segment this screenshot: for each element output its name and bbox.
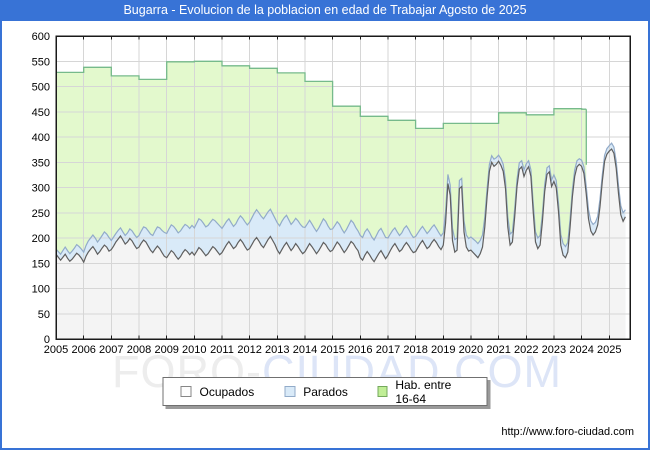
- svg-text:2022: 2022: [514, 344, 538, 356]
- svg-text:2023: 2023: [542, 344, 566, 356]
- svg-text:50: 50: [38, 309, 50, 321]
- ocupados-swatch-icon: [180, 386, 192, 397]
- svg-text:350: 350: [32, 157, 50, 169]
- svg-text:300: 300: [32, 183, 50, 195]
- svg-text:2018: 2018: [403, 344, 427, 356]
- svg-text:2020: 2020: [459, 344, 483, 356]
- svg-text:2015: 2015: [320, 344, 344, 356]
- legend-item-hab: Hab. entre 16-64: [377, 377, 470, 406]
- svg-text:2025: 2025: [597, 344, 621, 356]
- legend-item-ocupados: Ocupados: [180, 384, 255, 399]
- legend-label-hab: Hab. entre 16-64: [395, 377, 452, 406]
- svg-text:250: 250: [32, 208, 50, 220]
- svg-text:2014: 2014: [293, 344, 317, 356]
- svg-text:2017: 2017: [376, 344, 400, 356]
- title-bar: Bugarra - Evolucion de la poblacion en e…: [0, 0, 650, 21]
- legend: Ocupados Parados Hab. entre 16-64: [162, 377, 488, 406]
- svg-text:2010: 2010: [182, 344, 206, 356]
- svg-text:2016: 2016: [348, 344, 372, 356]
- svg-text:2012: 2012: [237, 344, 261, 356]
- hab-swatch-icon: [377, 386, 388, 397]
- svg-text:450: 450: [32, 107, 50, 119]
- legend-item-parados: Parados: [284, 385, 348, 399]
- svg-text:2013: 2013: [265, 344, 289, 356]
- svg-text:2005: 2005: [44, 344, 68, 356]
- site-url: http://www.foro-ciudad.com: [501, 426, 634, 438]
- svg-text:100: 100: [32, 284, 50, 296]
- svg-text:550: 550: [32, 56, 50, 68]
- svg-text:500: 500: [32, 82, 50, 94]
- svg-text:2021: 2021: [486, 344, 510, 356]
- svg-text:2011: 2011: [210, 344, 234, 356]
- svg-text:400: 400: [32, 132, 50, 144]
- svg-text:2006: 2006: [71, 344, 95, 356]
- parados-swatch-icon: [284, 386, 296, 397]
- svg-text:600: 600: [32, 31, 50, 43]
- svg-text:2009: 2009: [154, 344, 178, 356]
- svg-text:2024: 2024: [569, 344, 593, 356]
- svg-text:2007: 2007: [99, 344, 123, 356]
- svg-text:200: 200: [32, 233, 50, 245]
- svg-text:2019: 2019: [431, 344, 455, 356]
- svg-text:150: 150: [32, 258, 50, 270]
- svg-text:2008: 2008: [127, 344, 151, 356]
- svg-text:0: 0: [44, 334, 50, 346]
- legend-label-parados: Parados: [303, 384, 348, 399]
- legend-label-ocupados: Ocupados: [199, 384, 255, 399]
- chart-canvas: 0 50 100 150 200 250 300 350 400 450 500 550 600 2005…: [32, 31, 631, 356]
